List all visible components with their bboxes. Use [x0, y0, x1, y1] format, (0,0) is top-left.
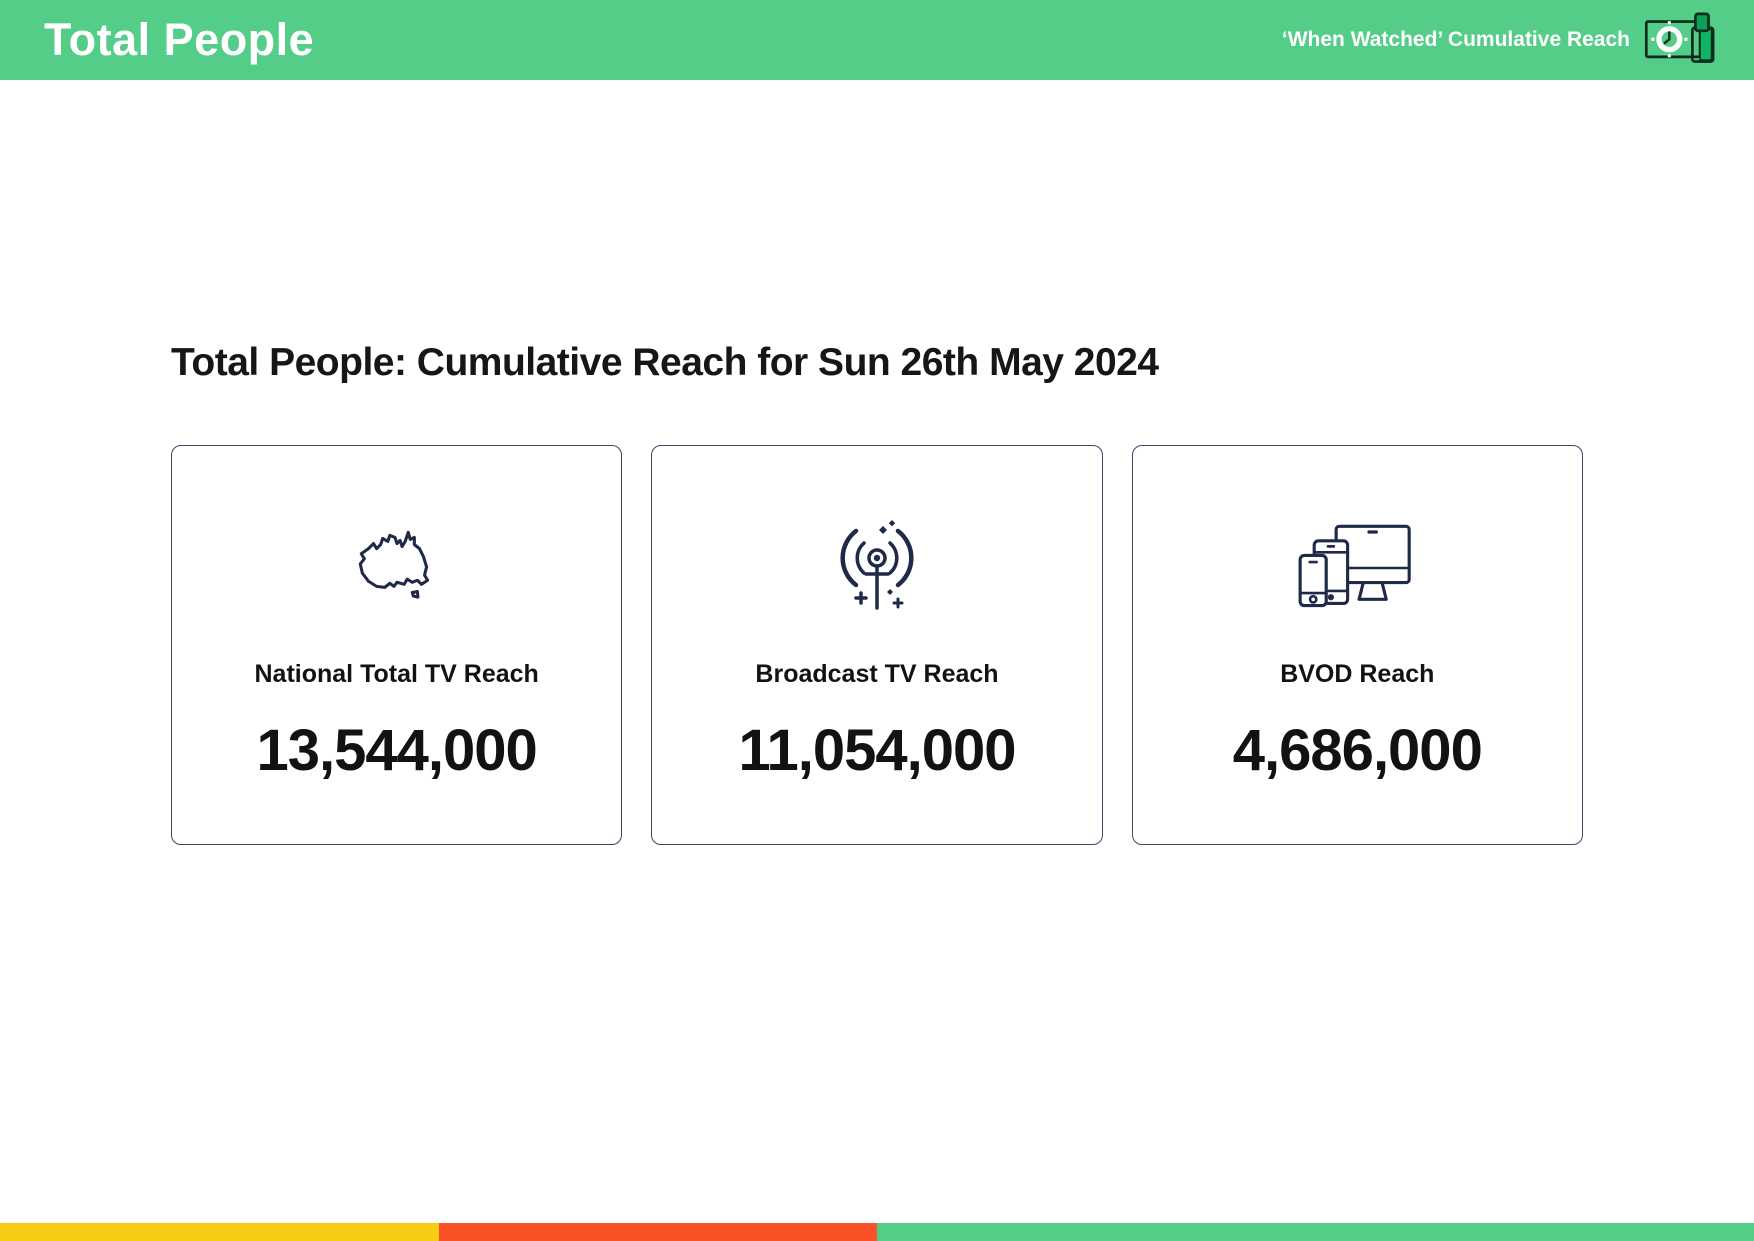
footer-bar-segment-red [438, 1223, 877, 1241]
kpi-cards-row: National Total TV Reach 13,544,000 [171, 445, 1583, 845]
when-watched-clock-devices-icon [1644, 8, 1730, 72]
header-right-group: ‘When Watched’ Cumulative Reach [1282, 8, 1730, 72]
kpi-label: BVOD Reach [1280, 660, 1435, 688]
page-title: Total People [44, 14, 315, 65]
broadcast-tower-icon [827, 518, 927, 618]
australia-map-icon [346, 518, 448, 618]
footer-bar-segment-green [877, 1223, 1754, 1241]
kpi-value: 4,686,000 [1232, 718, 1483, 783]
section-title: Total People: Cumulative Reach for Sun 2… [171, 341, 1159, 384]
kpi-card-national-total-tv-reach: National Total TV Reach 13,544,000 [171, 445, 623, 845]
footer-color-bar [0, 1223, 1754, 1241]
header-right-label: ‘When Watched’ Cumulative Reach [1281, 28, 1630, 51]
kpi-value: 13,544,000 [256, 718, 538, 783]
footer-bar-segment-yellow [0, 1223, 439, 1241]
kpi-label: Broadcast TV Reach [755, 660, 999, 688]
kpi-label: National Total TV Reach [254, 660, 539, 688]
kpi-card-bvod-reach: BVOD Reach 4,686,000 [1131, 445, 1583, 845]
multi-device-icon [1295, 518, 1419, 618]
kpi-card-broadcast-tv-reach: Broadcast TV Reach 11,054,000 [651, 445, 1103, 845]
header-bar: Total People ‘When Watched’ Cumulative R… [0, 0, 1754, 80]
kpi-value: 11,054,000 [738, 718, 1016, 783]
